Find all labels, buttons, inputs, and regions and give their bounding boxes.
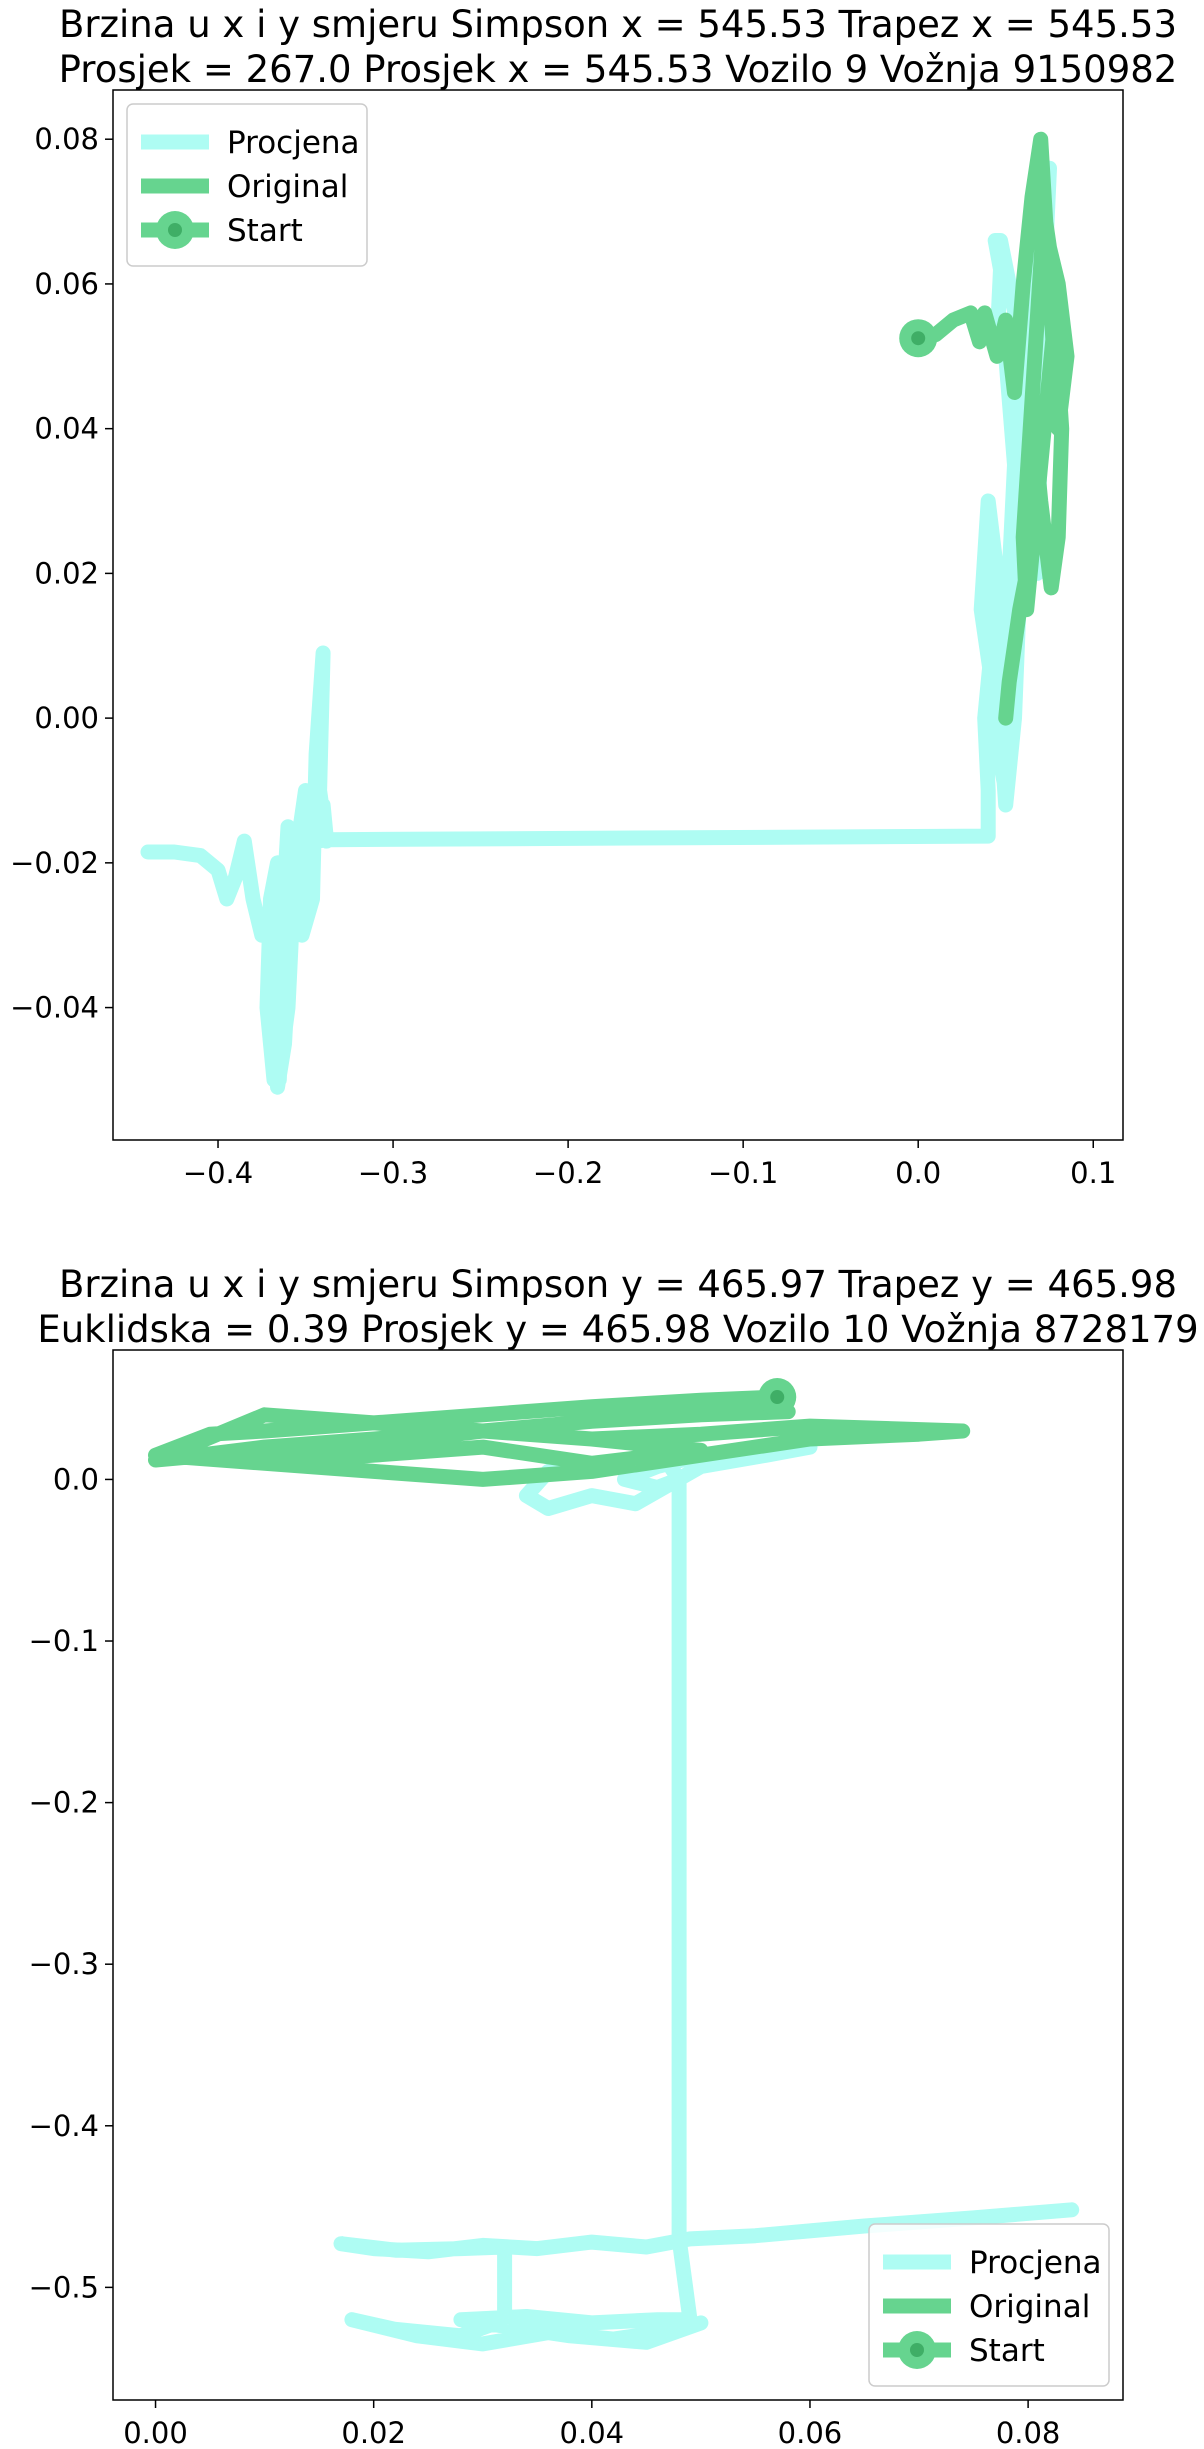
y-tick-label: −0.4 xyxy=(29,2109,99,2143)
start-marker-center xyxy=(770,1390,785,1405)
y-tick-label: 0.08 xyxy=(34,122,99,156)
legend-start-marker-center xyxy=(168,223,182,237)
series-line-procjena xyxy=(333,1439,1080,2352)
chart-1: Brzina u x i y smjeru Simpson x = 545.53… xyxy=(10,3,1177,1190)
legend-label-procjena: Procjena xyxy=(227,125,360,161)
legend-label-original: Original xyxy=(227,169,348,205)
legend-label-start: Start xyxy=(969,2333,1045,2369)
y-tick-label: 0.04 xyxy=(34,412,99,446)
x-tick-label: 0.04 xyxy=(560,2416,625,2449)
legend-label-original: Original xyxy=(969,2289,1090,2325)
axes-frame xyxy=(112,89,1124,1141)
axes-frame xyxy=(112,1349,1124,2401)
legend: Procjena Original Start xyxy=(126,103,368,267)
legend-label-procjena: Procjena xyxy=(969,2245,1102,2281)
y-tick-label: −0.5 xyxy=(29,2270,99,2304)
chart-2: Brzina u x i y smjeru Simpson y = 465.97… xyxy=(29,1263,1199,2449)
legend-start-marker-center xyxy=(910,2343,924,2357)
chart-title-line-1: Brzina u x i y smjeru Simpson y = 465.97… xyxy=(59,1263,1177,1306)
x-tick-label: 0.0 xyxy=(895,1156,941,1190)
x-tick-label: 0.1 xyxy=(1070,1156,1116,1190)
x-tick-label: −0.4 xyxy=(183,1156,253,1190)
x-tick-label: −0.1 xyxy=(708,1156,778,1190)
y-tick-label: 0.06 xyxy=(34,267,99,301)
x-tick-label: 0.08 xyxy=(996,2416,1061,2449)
y-tick-label: −0.1 xyxy=(29,1624,99,1658)
start-marker-center xyxy=(911,331,926,346)
y-tick-label: −0.04 xyxy=(10,991,99,1025)
y-tick-label: −0.3 xyxy=(29,1947,99,1981)
legend: Procjena Original Start xyxy=(868,2223,1110,2387)
y-tick-label: 0.0 xyxy=(53,1462,99,1496)
series-line-original xyxy=(148,1389,971,1487)
y-tick-label: −0.02 xyxy=(10,846,99,880)
y-tick-label: 0.00 xyxy=(34,701,99,735)
chart-title-line-2: Euklidska = 0.39 Prosjek y = 465.98 Vozi… xyxy=(37,1308,1198,1351)
chart-title-line-1: Brzina u x i y smjeru Simpson x = 545.53… xyxy=(59,3,1177,46)
x-tick-label: 0.02 xyxy=(341,2416,406,2449)
legend-label-start: Start xyxy=(227,213,303,249)
y-tick-label: 0.02 xyxy=(34,556,99,590)
plot-area xyxy=(140,131,1075,1095)
y-tick-label: −0.2 xyxy=(29,1786,99,1820)
series-line-original xyxy=(910,131,1075,726)
chart-title-line-2: Prosjek = 267.0 Prosjek x = 545.53 Vozil… xyxy=(59,48,1178,91)
x-tick-label: 0.06 xyxy=(778,2416,843,2449)
x-tick-label: 0.00 xyxy=(123,2416,188,2449)
plot-area xyxy=(148,1378,1080,2352)
x-tick-label: −0.3 xyxy=(358,1156,428,1190)
x-tick-label: −0.2 xyxy=(533,1156,603,1190)
